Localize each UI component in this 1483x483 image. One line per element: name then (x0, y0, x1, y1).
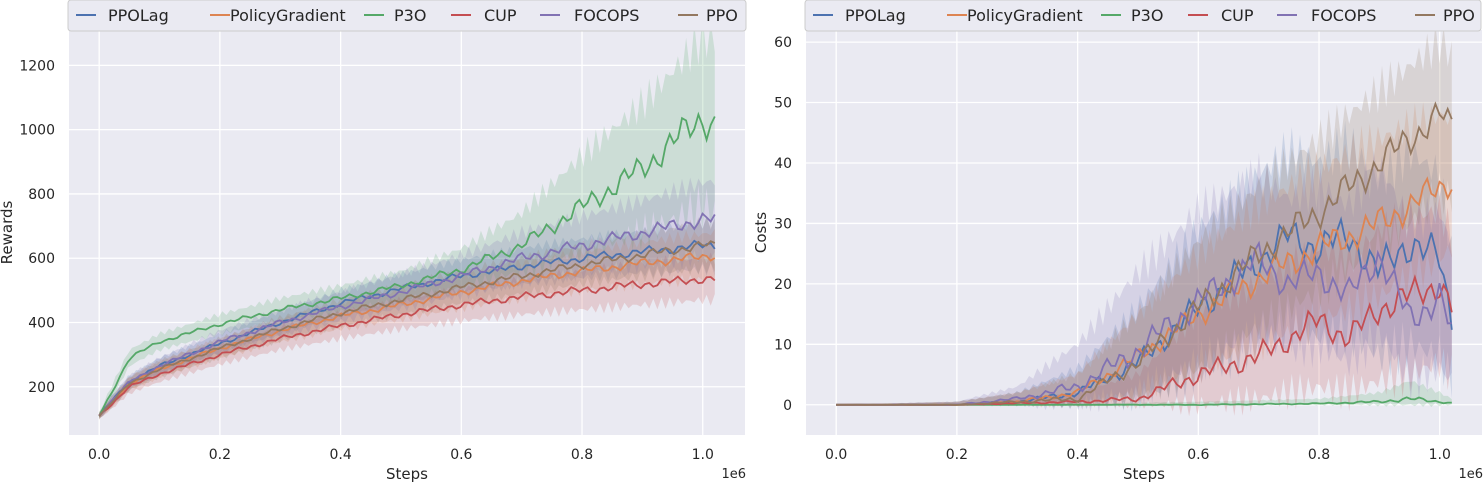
legend-label-cup: CUP (1221, 6, 1254, 25)
costs-tick-labels: 0.0 0.2 0.4 0.6 0.8 1.0 0 10 20 30 40 50 60 (774, 35, 1451, 463)
x-tick-label: 1.0 (1429, 447, 1451, 463)
costs-series-lines (836, 101, 1453, 407)
legend-label-ppo: PPO (706, 6, 738, 25)
legend-label-cup: CUP (484, 6, 517, 25)
costs-legend: PPOLag PolicyGradient P3O CUP FOCOPS PPO (804, 0, 1482, 32)
legend-label-focops: FOCOPS (574, 6, 639, 25)
confidence-band-focops (836, 150, 1452, 413)
confidence-band-ppo (836, 23, 1452, 411)
x-tick-label: 0.2 (946, 447, 968, 463)
costs-x-axis-label: Steps (1123, 465, 1165, 483)
confidence-band-ppolag (836, 120, 1452, 412)
costs-plot-area (806, 30, 1482, 435)
x-tick-label: 0.8 (571, 447, 593, 463)
y-tick-label: 600 (28, 251, 55, 267)
x-tick-label: 0.2 (209, 447, 231, 463)
rewards-y-axis-label: Rewards (0, 200, 16, 264)
legend-label-ppolag: PPOLag (845, 6, 906, 25)
rewards-plot-area (69, 30, 745, 435)
rewards-series-lines (98, 111, 716, 417)
rewards-chart: 0.0 0.2 0.4 0.6 0.8 1.0 200 400 600 800 1000 1200 S… (0, 0, 747, 483)
series-line-policygradient (98, 251, 716, 416)
confidence-band-cup (836, 195, 1452, 417)
x-tick-label: 0.0 (88, 447, 110, 463)
confidence-band-p3o (836, 381, 1452, 407)
confidence-band-p3o (99, 13, 715, 420)
legend-label-policygradient: PolicyGradient (230, 6, 346, 25)
x-tick-label: 0.0 (825, 447, 847, 463)
y-tick-label: 400 (28, 316, 55, 332)
confidence-band-ppolag (99, 216, 715, 419)
series-line-ppo (836, 101, 1453, 406)
y-tick-label: 10 (774, 337, 792, 353)
y-tick-label: 60 (774, 35, 792, 51)
costs-x-scale-note: 1e6 (1458, 467, 1483, 482)
y-tick-label: 40 (774, 156, 792, 172)
legend-label-p3o: P3O (1131, 6, 1163, 25)
confidence-band-ppo (99, 216, 715, 419)
legend-box (804, 0, 1482, 32)
rewards-legend: PPOLag PolicyGradient P3O CUP FOCOPS PPO (67, 0, 747, 32)
series-line-p3o (98, 111, 716, 417)
x-tick-label: 1.0 (692, 447, 714, 463)
series-line-cup (98, 275, 716, 417)
y-tick-label: 1000 (19, 123, 55, 139)
rewards-x-axis-label: Steps (386, 465, 428, 483)
confidence-band-focops (99, 177, 715, 418)
series-line-focops (98, 212, 716, 417)
costs-confidence-bands (836, 23, 1452, 417)
x-tick-label: 0.4 (1066, 447, 1088, 463)
costs-y-axis-label: Costs (752, 212, 770, 253)
legend-label-policygradient: PolicyGradient (967, 6, 1083, 25)
y-tick-label: 1200 (19, 58, 55, 74)
rewards-tick-labels: 0.0 0.2 0.4 0.6 0.8 1.0 200 400 600 800 1000 1200 (19, 58, 714, 463)
legend-label-focops: FOCOPS (1311, 6, 1376, 25)
y-tick-label: 0 (783, 398, 792, 414)
legend-label-ppolag: PPOLag (108, 6, 169, 25)
y-tick-label: 200 (28, 380, 55, 396)
legend-label-p3o: P3O (394, 6, 426, 25)
legend-label-ppo: PPO (1443, 6, 1475, 25)
x-tick-label: 0.6 (450, 447, 472, 463)
costs-chart: 0.0 0.2 0.4 0.6 0.8 1.0 0 10 20 30 40 50 60 Steps Co… (752, 0, 1483, 483)
legend-box (67, 0, 747, 32)
rewards-grid (69, 30, 745, 435)
x-tick-label: 0.4 (329, 447, 351, 463)
rewards-x-scale-note: 1e6 (721, 467, 746, 482)
y-tick-label: 50 (774, 96, 792, 112)
series-line-ppo (98, 240, 716, 417)
y-tick-label: 20 (774, 277, 792, 293)
y-tick-label: 30 (774, 216, 792, 232)
y-tick-label: 800 (28, 187, 55, 203)
x-tick-label: 0.6 (1187, 447, 1209, 463)
x-tick-label: 0.8 (1308, 447, 1330, 463)
